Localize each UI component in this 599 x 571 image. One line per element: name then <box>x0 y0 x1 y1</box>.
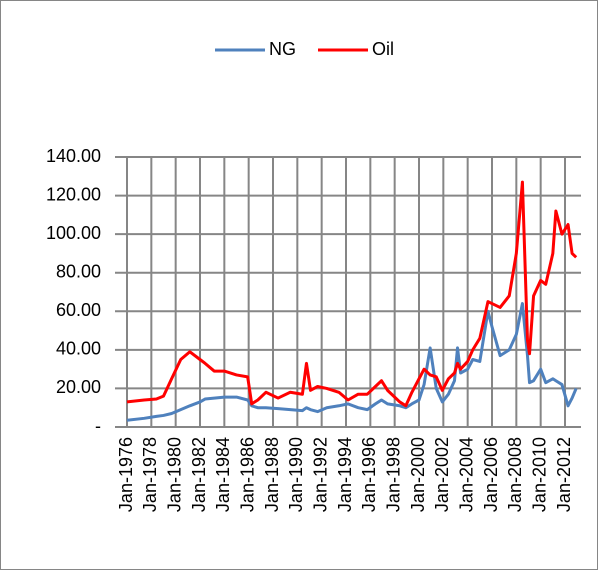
x-tick-label: Jan-1990 <box>286 437 306 512</box>
y-tick-label: - <box>95 416 101 436</box>
x-tick-label: Jan-1976 <box>116 437 136 512</box>
x-tick-label: Jan-1998 <box>383 437 403 512</box>
x-tick-label: Jan-1988 <box>262 437 282 512</box>
x-tick-label: Jan-2010 <box>529 437 549 512</box>
x-tick-label: Jan-1980 <box>164 437 184 512</box>
x-tick-label: Jan-2006 <box>481 437 501 512</box>
data-line <box>126 180 578 408</box>
x-tick-label: Jan-1978 <box>140 437 160 512</box>
x-tick-label: Jan-2000 <box>408 437 428 512</box>
legend-label: NG <box>269 39 296 59</box>
x-tick-label: Jan-1986 <box>237 437 257 512</box>
x-tick-label: Jan-1996 <box>359 437 379 512</box>
x-tick-label: Jan-1992 <box>310 437 330 512</box>
y-tick-label: 80.00 <box>56 261 101 281</box>
y-tick-label: 120.00 <box>46 184 101 204</box>
legend-label: Oil <box>372 39 394 59</box>
y-tick-label: 100.00 <box>46 223 101 243</box>
x-tick-label: Jan-1994 <box>335 437 355 512</box>
y-tick-label: 20.00 <box>56 377 101 397</box>
x-tick-label: Jan-2004 <box>456 437 476 512</box>
x-tick-label: Jan-2008 <box>505 437 525 512</box>
y-tick-label: 60.00 <box>56 300 101 320</box>
x-tick-label: Jan-2002 <box>432 437 452 512</box>
y-tick-label: 40.00 <box>56 339 101 359</box>
data-line <box>126 302 578 422</box>
x-tick-label: Jan-2012 <box>554 437 574 512</box>
x-tick-label: Jan-1982 <box>189 437 209 512</box>
x-tick-label: Jan-1984 <box>213 437 233 512</box>
y-tick-label: 140.00 <box>46 146 101 166</box>
